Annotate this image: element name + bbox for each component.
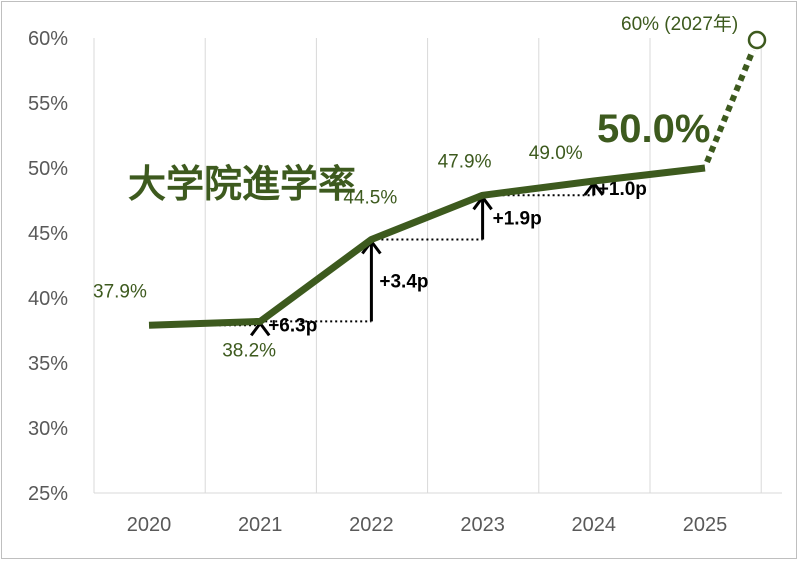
increment-label: +6.3p [268, 315, 317, 336]
data-label-highlight: 50.0% [597, 107, 710, 151]
projection-line [704, 48, 756, 164]
increment-label: +1.0p [598, 179, 647, 200]
y-tick-label: 60% [28, 28, 68, 50]
y-tick-label: 50% [28, 158, 68, 180]
data-label: 49.0% [529, 143, 583, 164]
x-tick-label: 2021 [238, 514, 283, 536]
grid-lines [93, 38, 782, 494]
data-label: 37.9% [93, 281, 147, 302]
y-axis: 25% 30% 35% 40% 45% 50% 55% 60% [28, 28, 68, 505]
y-tick-label: 55% [28, 93, 68, 115]
y-tick-label: 30% [28, 418, 68, 440]
series-line-path [148, 164, 706, 329]
y-tick-label: 45% [28, 223, 68, 245]
chart-title: 大学院進学率 [128, 162, 356, 206]
y-tick-label: 35% [28, 353, 68, 375]
x-tick-label: 2020 [127, 514, 172, 536]
increment-label: +3.4p [379, 271, 428, 292]
data-label: 44.5% [343, 188, 397, 209]
y-tick-label: 40% [28, 288, 68, 310]
x-tick-label: 2022 [349, 514, 394, 536]
series-line [148, 30, 767, 329]
x-tick-label: 2023 [460, 514, 505, 536]
x-tick-label: 2024 [572, 514, 617, 536]
x-tick-label: 2025 [683, 514, 728, 536]
target-label: 60% (2027年) [621, 13, 738, 35]
y-tick-label: 25% [28, 483, 68, 505]
data-label: 38.2% [222, 340, 276, 361]
data-label: 47.9% [438, 151, 492, 172]
x-axis: 2020 2021 2022 2023 2024 2025 [127, 514, 728, 536]
target-marker [747, 30, 767, 50]
increment-label: +1.9p [493, 208, 542, 229]
arrow-head [250, 320, 271, 337]
data-labels: 37.9% 38.2% 44.5% 47.9% 49.0% 50.0% 60% (2027年… [93, 13, 738, 361]
